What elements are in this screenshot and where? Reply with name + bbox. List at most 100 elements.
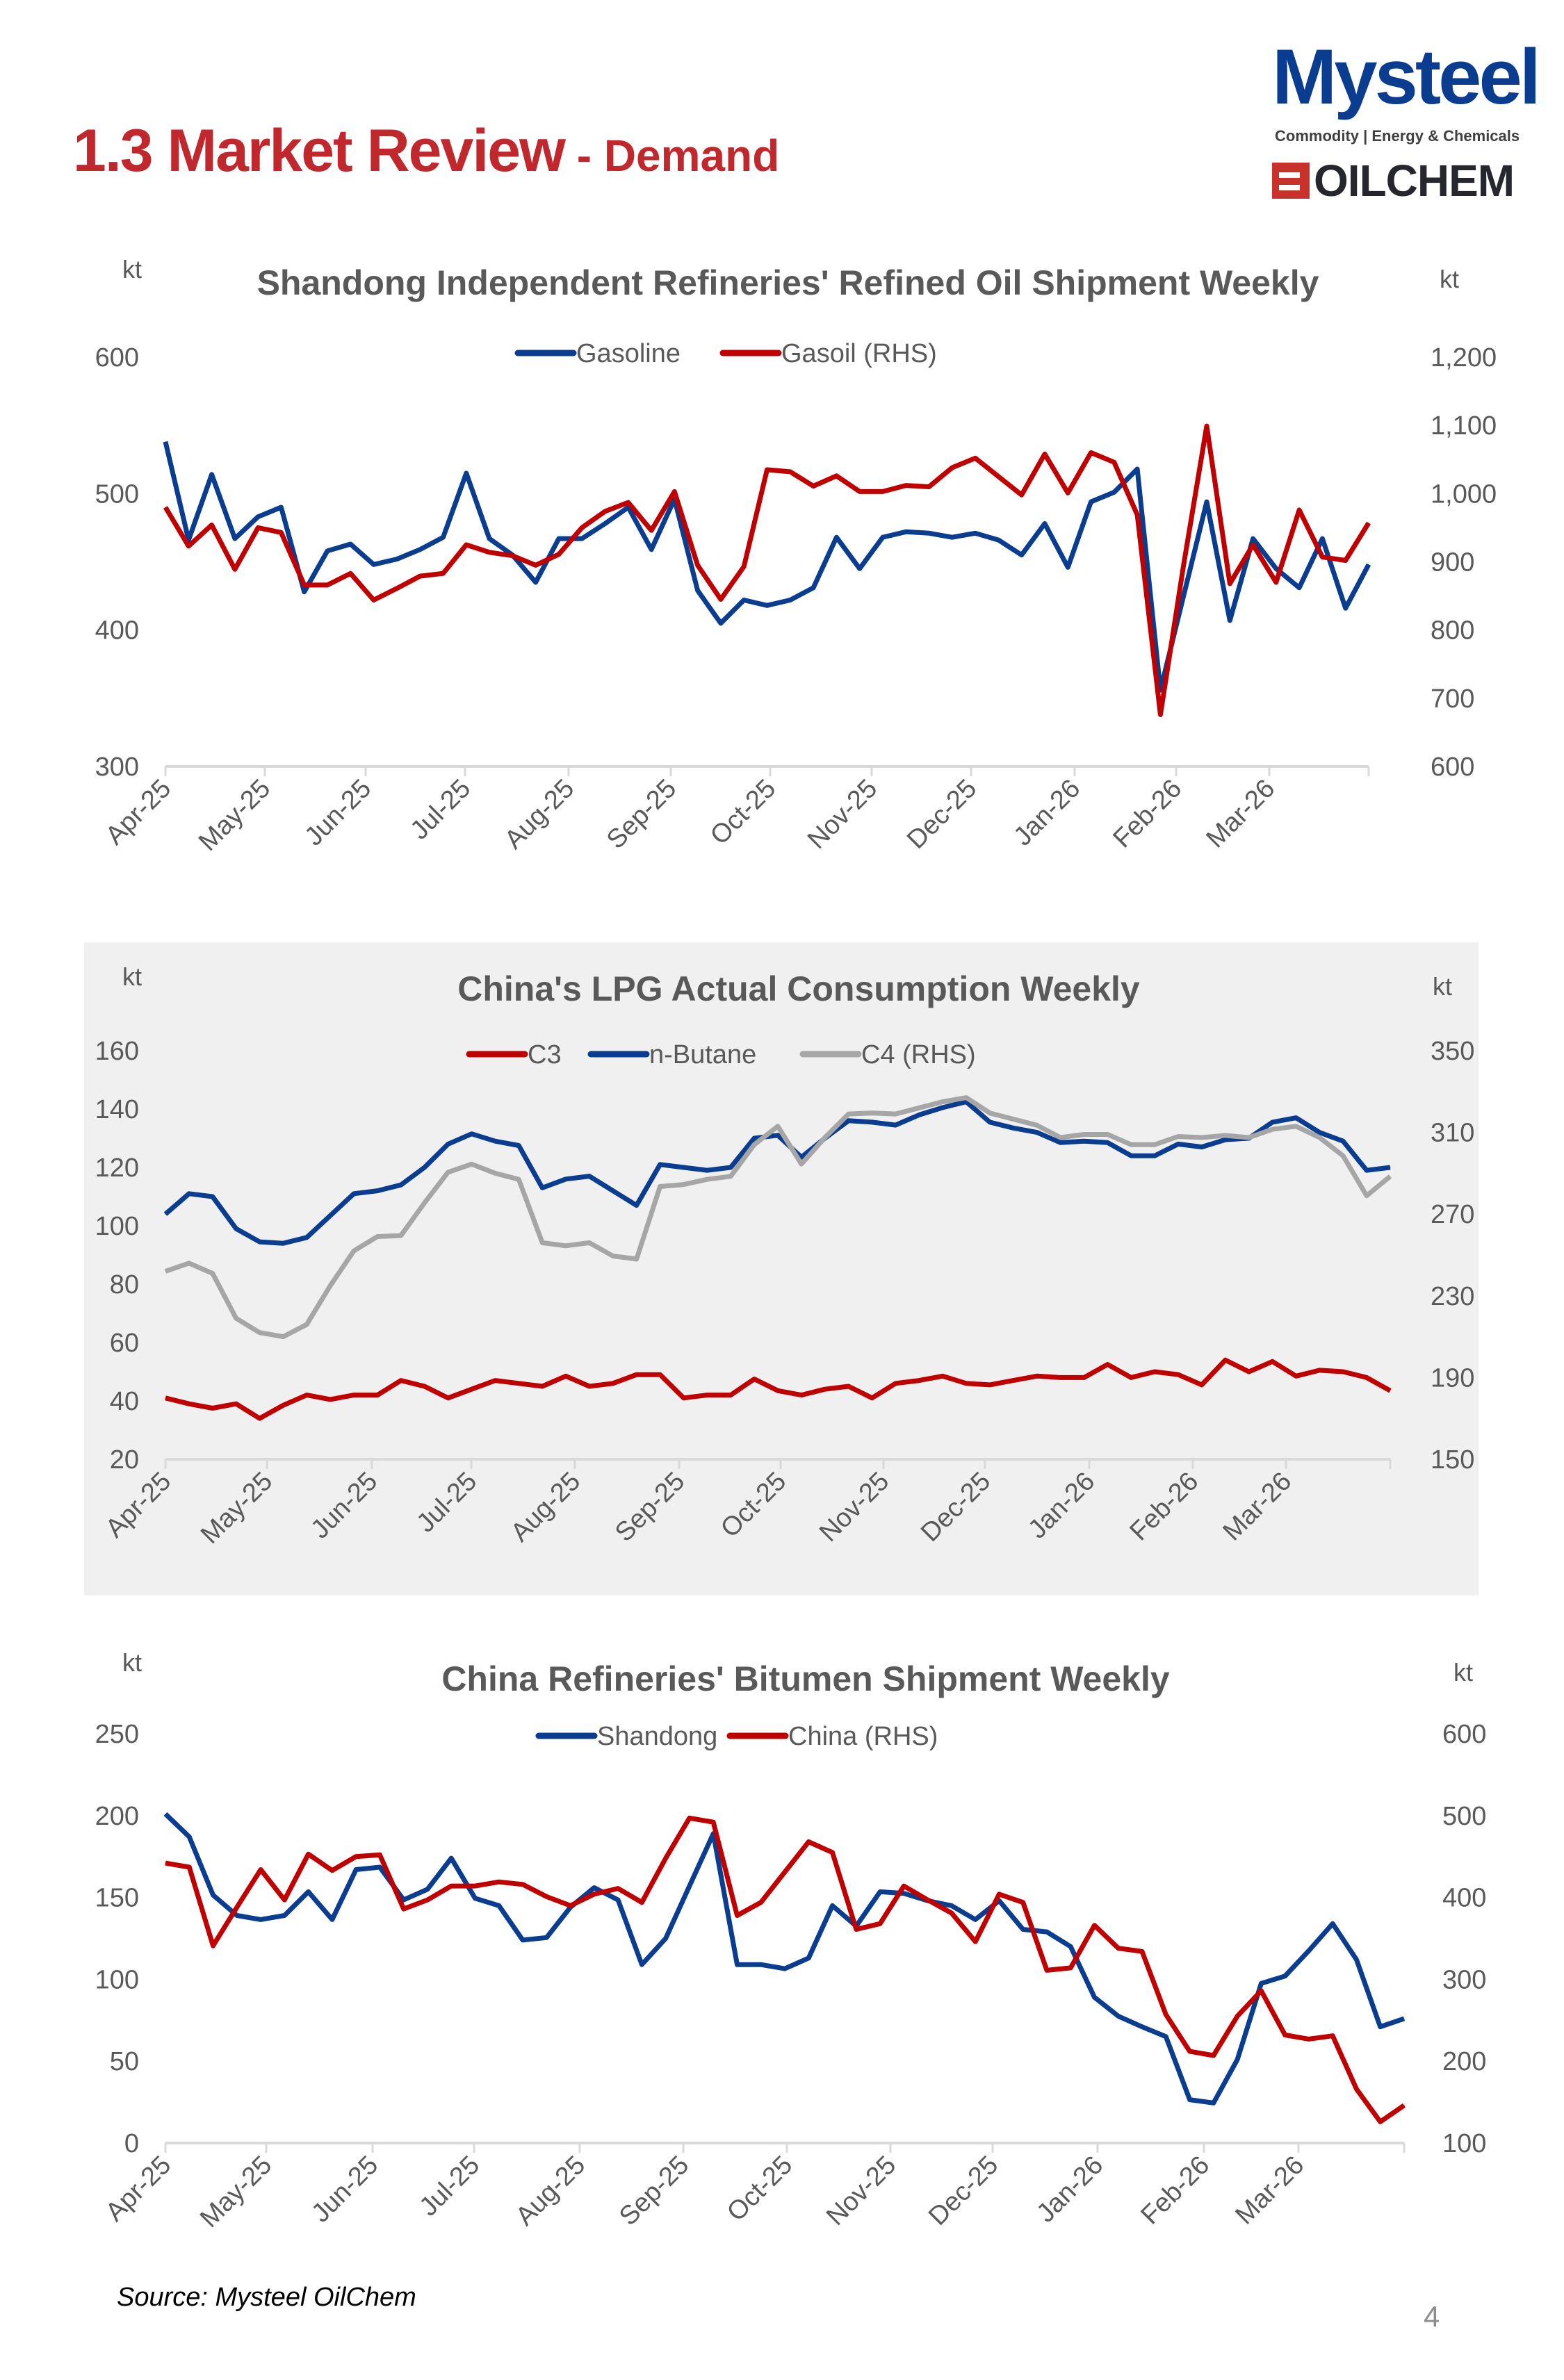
y-tick-label-left: 20 <box>110 1445 139 1475</box>
y-axis-unit-right: kt <box>1453 1658 1473 1686</box>
data-point <box>327 584 328 586</box>
legend-label: n-Butane <box>649 1040 756 1069</box>
y-tick-label-right: 400 <box>1442 1884 1486 1913</box>
data-point <box>1178 1374 1179 1375</box>
data-point <box>1345 560 1346 561</box>
data-point <box>760 1902 762 1903</box>
y-axis-unit-left: kt <box>122 1648 142 1677</box>
data-point <box>697 564 699 566</box>
data-point <box>1260 1990 1262 1992</box>
y-tick-label-left: 120 <box>95 1154 139 1183</box>
data-point <box>859 491 861 492</box>
logo-tagline: Commodity | Energy & Chemicals <box>1275 127 1520 145</box>
data-point <box>808 1841 809 1842</box>
data-point <box>836 536 837 538</box>
page-title: 1.3 Market Review - Demand <box>73 117 779 186</box>
data-point <box>689 1885 690 1887</box>
data-point <box>350 573 351 574</box>
data-point <box>424 1202 425 1204</box>
data-point <box>419 549 421 550</box>
y-tick-label-left: 400 <box>95 616 139 646</box>
data-point <box>824 1388 826 1390</box>
data-point <box>1094 1996 1095 1998</box>
y-tick-label-right: 900 <box>1431 548 1474 577</box>
data-point <box>1403 2018 1405 2019</box>
data-point <box>1342 1140 1344 1142</box>
chart-title: China's LPG Actual Consumption Weekly <box>457 969 1140 1008</box>
data-point <box>1159 689 1161 691</box>
data-point <box>1036 1132 1038 1133</box>
data-point <box>494 1140 496 1142</box>
data-point <box>350 543 351 545</box>
data-point <box>918 1380 920 1381</box>
data-point <box>1390 1390 1391 1391</box>
y-tick-label-right: 800 <box>1431 616 1474 646</box>
data-point <box>689 1817 690 1819</box>
data-point <box>355 1869 357 1871</box>
data-point <box>259 1332 261 1333</box>
data-point <box>308 1853 309 1855</box>
data-point <box>836 475 837 477</box>
data-point <box>636 1374 637 1375</box>
data-point <box>353 1193 355 1195</box>
data-point <box>895 1383 896 1384</box>
data-point <box>1183 564 1184 566</box>
data-point <box>546 1896 547 1897</box>
data-point <box>1036 1124 1038 1126</box>
data-point <box>1319 1137 1320 1138</box>
y-tick-label-left: 60 <box>110 1329 139 1358</box>
data-point <box>355 1856 357 1857</box>
data-point <box>1260 1983 1262 1984</box>
data-point <box>1298 509 1300 511</box>
data-point <box>259 1418 261 1419</box>
data-point <box>1248 1137 1250 1138</box>
data-point <box>165 1213 166 1215</box>
company-logo: Mysteel Commodity | Energy & Chemicals O… <box>1272 38 1541 206</box>
data-point <box>450 1885 452 1887</box>
data-point <box>1189 2099 1191 2101</box>
x-tick-label: Oct-25 <box>722 2151 798 2227</box>
data-point <box>535 564 537 566</box>
data-point <box>951 1905 952 1906</box>
y-tick-label-left: 300 <box>95 753 139 782</box>
data-point <box>824 1137 826 1138</box>
chart-gasoline-gasoil: Shandong Independent Refineries' Refined… <box>0 250 1564 903</box>
data-point <box>760 1964 762 1965</box>
data-point <box>951 1912 952 1914</box>
data-point <box>859 568 861 569</box>
data-point <box>1130 1377 1132 1378</box>
y-tick-label-right: 600 <box>1431 753 1474 782</box>
y-tick-label-left: 160 <box>95 1037 139 1066</box>
data-point <box>966 1097 967 1099</box>
data-point <box>400 1380 402 1381</box>
data-point <box>424 1167 425 1168</box>
data-point <box>327 550 328 552</box>
y-tick-label-right: 230 <box>1431 1282 1474 1311</box>
data-point <box>997 539 999 541</box>
data-point <box>212 1408 213 1409</box>
data-point <box>403 1899 405 1901</box>
data-point <box>754 1138 755 1139</box>
y-tick-label-right: 300 <box>1442 1965 1486 1994</box>
data-point <box>570 1905 571 1906</box>
page-number: 4 <box>1424 2300 1440 2333</box>
y-tick-label-left: 140 <box>95 1095 139 1124</box>
data-point <box>1308 2038 1310 2040</box>
data-point <box>188 1193 190 1195</box>
data-point <box>848 1120 849 1122</box>
y-tick-label-left: 50 <box>110 2047 139 2076</box>
data-point <box>211 474 213 475</box>
data-point <box>1201 1137 1203 1138</box>
data-point <box>424 1386 425 1387</box>
chart-bitumen-shipment: China Refineries' Bitumen Shipment Weekl… <box>0 1633 1564 2279</box>
data-point <box>498 1905 500 1906</box>
data-point <box>471 1388 472 1390</box>
data-point <box>1060 1377 1061 1378</box>
data-point <box>1141 2026 1143 2028</box>
data-point <box>419 575 421 577</box>
source-note: Source: Mysteel OilChem <box>117 2283 416 2312</box>
data-point <box>541 1386 543 1387</box>
y-tick-label-left: 150 <box>95 1884 139 1913</box>
data-point <box>1272 1129 1273 1130</box>
